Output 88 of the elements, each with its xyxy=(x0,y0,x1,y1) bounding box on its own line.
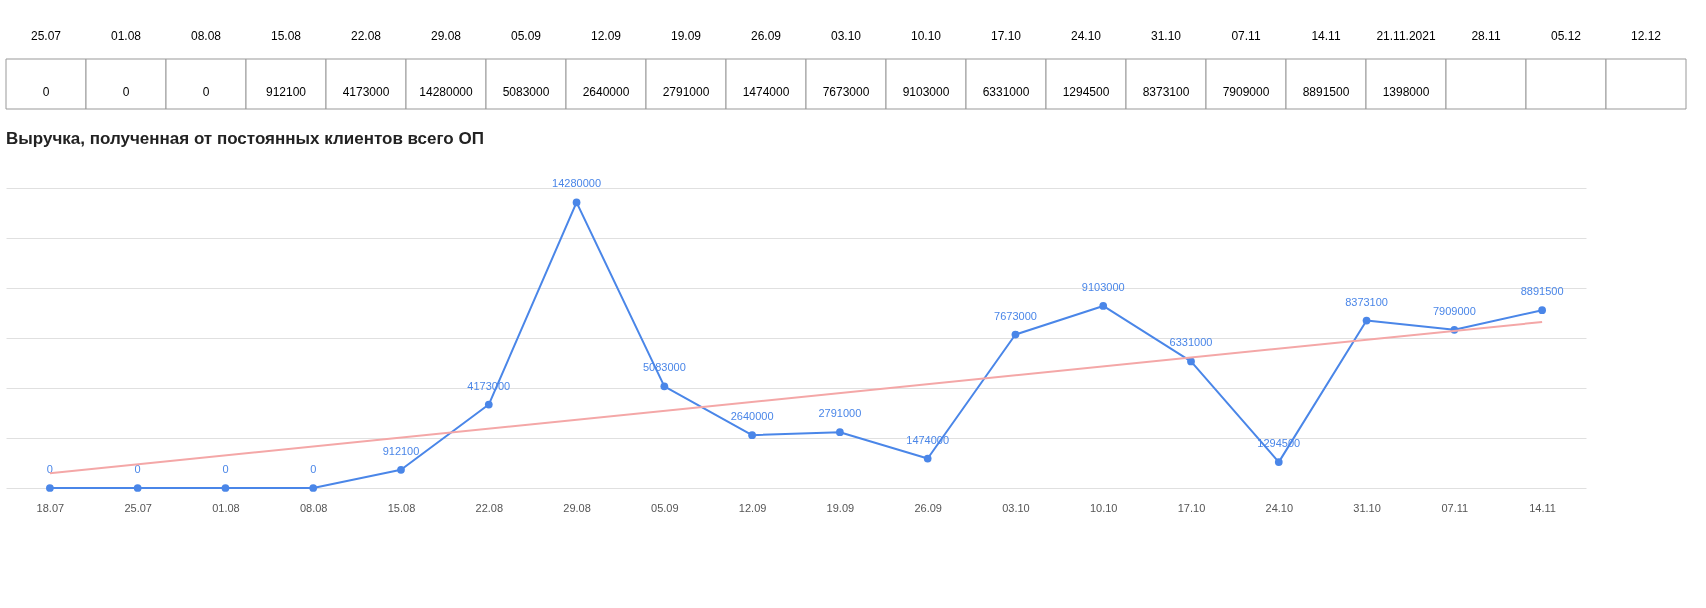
point xyxy=(133,484,142,492)
point xyxy=(309,484,318,492)
x-tick-label: 17.10 xyxy=(1177,501,1206,514)
x-tick-label: 19.09 xyxy=(670,29,702,43)
x-tick-label: 19.09 xyxy=(826,501,855,514)
point xyxy=(836,428,844,437)
data-label: 2640000 xyxy=(730,410,774,423)
x-tick-label: 17.10 xyxy=(990,29,1022,43)
data-label: 0 xyxy=(42,85,50,99)
data-label: 8891500 xyxy=(1520,285,1564,298)
data-label: 6331000 xyxy=(1169,336,1213,349)
data-label: 9103000 xyxy=(1081,280,1125,293)
point xyxy=(572,198,581,207)
x-tick-label: 01.08 xyxy=(212,501,240,514)
x-tick-label: 14.11 xyxy=(1529,501,1556,514)
data-label: 9103000 xyxy=(902,85,950,99)
x-tick-label: 07.11 xyxy=(1231,29,1261,43)
x-tick-label: 10.10 xyxy=(910,29,942,43)
x-tick-label: 05.09 xyxy=(510,29,542,43)
data-label: 0 xyxy=(134,463,141,475)
x-tick-label: 29.08 xyxy=(430,29,462,43)
x-tick-label: 08.08 xyxy=(299,501,328,514)
x-tick-label: 31.10 xyxy=(1150,29,1182,43)
data-label: 2791000 xyxy=(662,85,710,99)
x-tick-label: 15.08 xyxy=(270,29,302,43)
x-tick-label: 01.08 xyxy=(110,29,142,43)
x-tick-label: 07.11 xyxy=(1441,501,1469,514)
point xyxy=(1538,306,1546,315)
x-tick-label: 26.09 xyxy=(750,29,782,43)
x-tick-label: 05.09 xyxy=(651,501,679,514)
x-tick-label: 05.12 xyxy=(1550,29,1582,43)
x-tick-label: 12.12 xyxy=(1630,29,1662,43)
point xyxy=(397,465,405,474)
data-label: 7673000 xyxy=(822,85,870,99)
data-label: 0 xyxy=(46,463,53,475)
data-label: 7909000 xyxy=(1432,304,1476,317)
data-label: 0 xyxy=(202,85,210,99)
x-tick-label: 24.10 xyxy=(1265,501,1294,514)
x-tick-label: 08.08 xyxy=(190,29,222,43)
chart-title: Выручка, полученная от постоянных клиентов всего ОП xyxy=(6,129,484,149)
data-label: 8891500 xyxy=(1302,85,1350,99)
point xyxy=(748,431,756,440)
x-tick-label: 29.08 xyxy=(563,501,591,514)
x-tick-label: 26.09 xyxy=(914,501,942,514)
x-tick-label: 18.07 xyxy=(36,501,65,514)
data-label: 14280000 xyxy=(419,85,474,99)
data-label: 1294500 xyxy=(1062,85,1110,99)
data-label: 1398000 xyxy=(1382,85,1430,99)
data-label: 4173000 xyxy=(342,85,390,99)
x-tick-label: 12.09 xyxy=(590,29,622,43)
x-tick-label: 03.10 xyxy=(830,29,862,43)
point xyxy=(1274,458,1283,466)
x-tick-label: 22.08 xyxy=(350,29,382,43)
x-tick-label: 24.10 xyxy=(1070,29,1102,43)
data-label: 0 xyxy=(310,463,317,475)
point xyxy=(46,484,54,492)
data-label: 2791000 xyxy=(818,407,862,420)
x-tick-label: 10.10 xyxy=(1089,501,1118,514)
x-tick-label: 25.07 xyxy=(124,501,152,514)
x-tick-label: 28.11 xyxy=(1471,29,1501,43)
x-tick-label: 15.08 xyxy=(387,501,416,514)
data-label: 7673000 xyxy=(994,309,1037,322)
point xyxy=(1011,330,1020,339)
point xyxy=(1362,316,1371,325)
point xyxy=(484,400,493,409)
data-label: 1474000 xyxy=(742,85,790,99)
data-label: 8373100 xyxy=(1142,85,1190,99)
data-label: 14280000 xyxy=(552,177,602,190)
x-tick-label: 31.10 xyxy=(1353,501,1381,514)
point xyxy=(1099,302,1108,310)
data-label: 912100 xyxy=(382,444,420,457)
point xyxy=(923,454,932,463)
x-tick-label: 14.11 xyxy=(1311,29,1341,43)
x-tick-label: 03.10 xyxy=(1002,501,1030,514)
x-tick-label: 21.11.2021 xyxy=(1376,29,1436,43)
data-label: 2640000 xyxy=(582,85,630,99)
data-label: 6331000 xyxy=(982,85,1030,99)
x-tick-label: 22.08 xyxy=(475,501,504,514)
data-label: 912100 xyxy=(265,85,307,99)
x-tick-label: 12.09 xyxy=(738,501,767,514)
data-label: 8373100 xyxy=(1345,295,1388,308)
x-tick-label: 25.07 xyxy=(30,29,62,43)
data-label: 5083000 xyxy=(502,85,550,99)
data-label: 7909000 xyxy=(1222,85,1270,99)
data-label: 0 xyxy=(122,85,130,99)
data-label: 0 xyxy=(222,463,229,475)
point xyxy=(660,382,669,391)
point xyxy=(221,484,230,492)
